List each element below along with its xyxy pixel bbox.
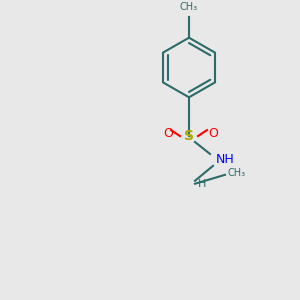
Text: CH₃: CH₃ <box>228 168 246 178</box>
Text: H: H <box>198 179 206 189</box>
Text: NH: NH <box>216 153 235 167</box>
Text: CH₃: CH₃ <box>180 2 198 12</box>
Text: S: S <box>184 129 194 143</box>
Text: O: O <box>208 127 218 140</box>
Text: O: O <box>163 127 173 140</box>
